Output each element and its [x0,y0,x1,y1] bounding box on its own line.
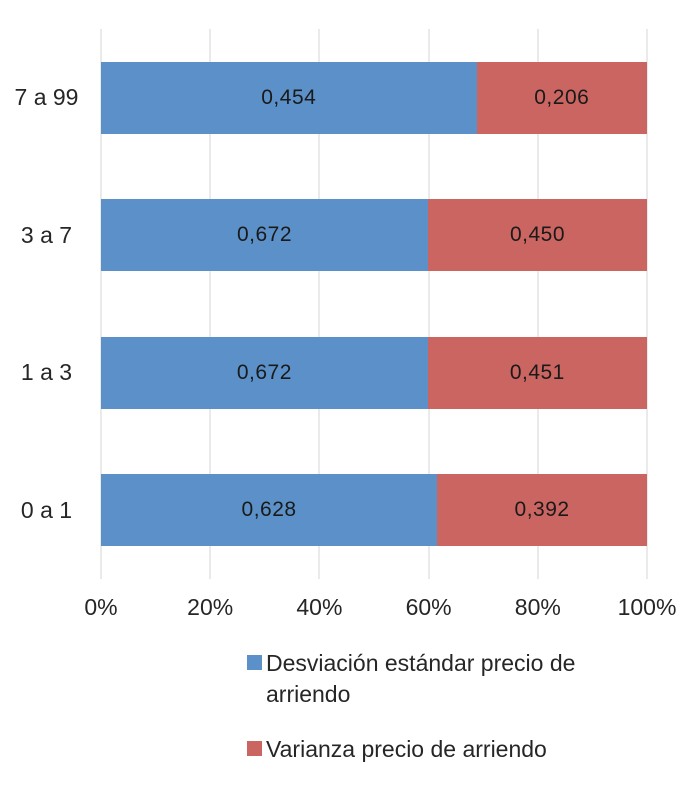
value-label: 0,450 [509,223,566,246]
value-label: 0,672 [236,360,292,384]
value-label: 0,628 [241,498,297,521]
x-tick-label: 40% [296,594,343,620]
bar-segment-series-0: 0,672 [101,199,429,271]
bar-segment-series-0: 0,454 [101,61,477,134]
value-label: 0,206 [534,85,590,109]
bar-row: 0,672 0,451 [101,304,647,441]
stacked-bar: 0,672 0,450 [101,199,647,271]
bar-row: 0,672 0,450 [101,167,647,304]
plot-area: 0,454 0,206 0,672 0,450 0,672 0,451 0,628 0,392 [100,29,648,579]
stacked-bar: 0,672 0,451 [101,336,647,409]
bar-row: 0,628 0,392 [101,442,647,579]
gridline [318,29,320,579]
legend-swatch-icon [247,655,262,670]
percent-axis: 0% 20% 40% 60% 80% 100% [84,594,676,624]
bar-segment-series-1: 0,392 [437,474,647,546]
legend-swatch-icon [247,741,262,756]
bar-segment-series-1: 0,450 [428,199,647,271]
legend-label: Desviación estándar precio de arriendo [266,650,576,707]
stacked-bar: 0,628 0,392 [101,474,647,546]
bar-segment-series-1: 0,206 [476,61,647,134]
legend-item: Varianza precio de arriendo [247,734,596,765]
chart-legend: Desviación estándar precio de arriendo Va… [247,648,596,765]
x-tick-label: 0% [84,594,118,620]
value-label: 0,451 [509,360,565,384]
stacked-bar: 0,454 0,206 [101,61,647,134]
gridline [209,29,211,579]
x-tick-label: 60% [405,594,452,620]
gridline [428,29,430,579]
value-label: 0,672 [236,223,293,246]
category-label: 3 a 7 [20,221,73,248]
category-axis: 7 a 99 3 a 7 1 a 3 0 a 1 [0,29,93,579]
x-tick-label: 20% [187,594,234,620]
bar-segment-series-1: 0,451 [427,336,647,409]
bar-segment-series-0: 0,628 [101,474,438,546]
value-label: 0,392 [514,498,570,521]
category-label: 1 a 3 [20,359,73,385]
category-label: 7 a 99 [14,84,79,110]
category-label: 0 a 1 [20,496,73,523]
value-label: 0,454 [261,85,317,109]
x-tick-label: 80% [514,594,561,620]
x-tick-label: 100% [617,594,677,620]
gridline [100,29,102,579]
bar-segment-series-0: 0,672 [101,336,428,409]
gridline [646,29,648,579]
legend-item: Desviación estándar precio de arriendo [247,648,596,710]
gridline [537,29,539,579]
legend-label: Varianza precio de arriendo [266,736,547,762]
bar-row: 0,454 0,206 [101,29,647,166]
